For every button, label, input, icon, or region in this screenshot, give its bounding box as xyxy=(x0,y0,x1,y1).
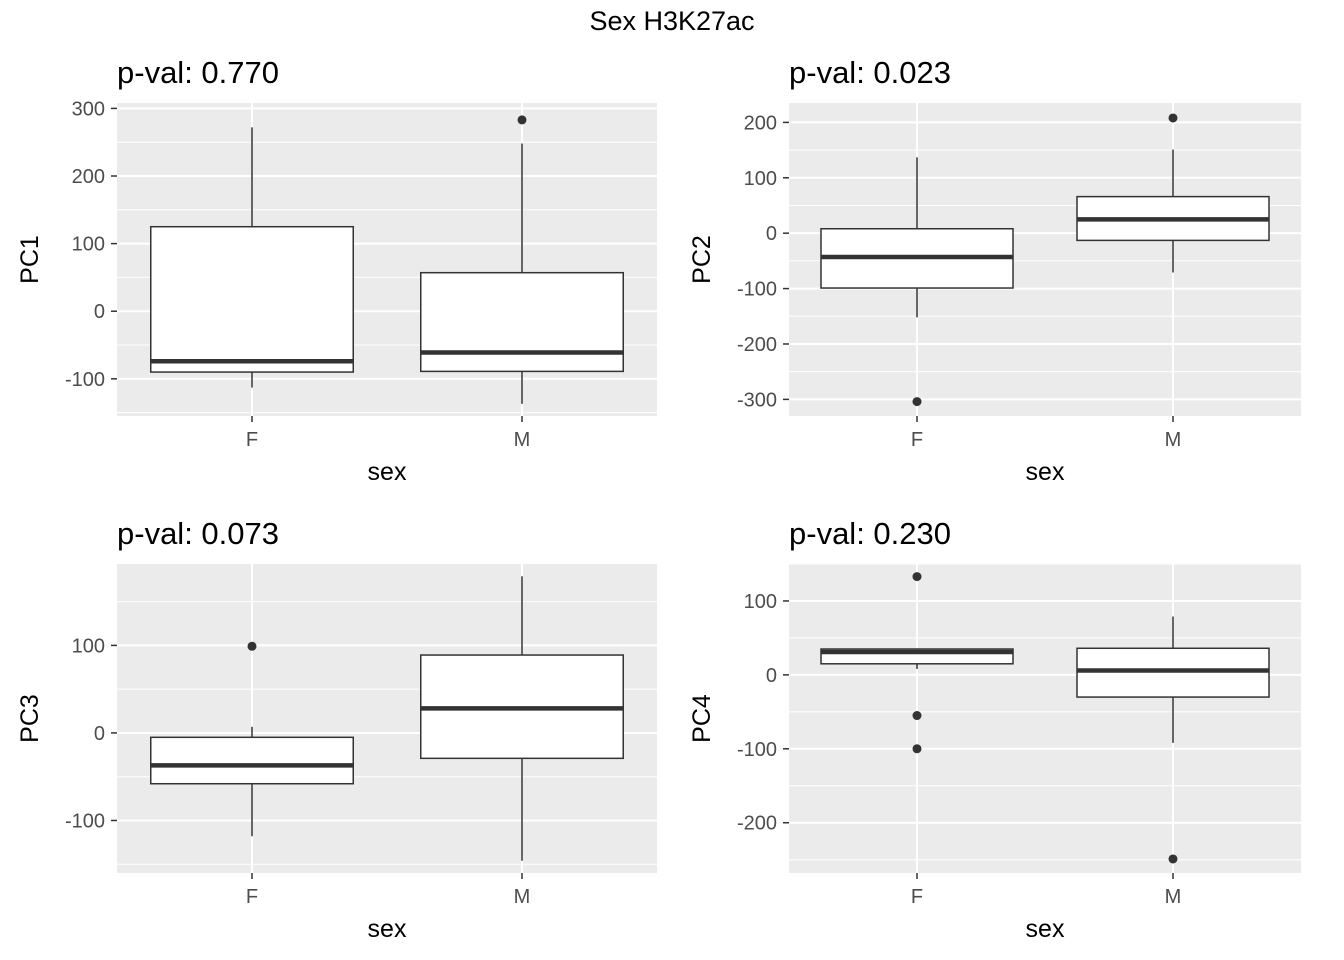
box-f xyxy=(150,641,354,837)
x-tick-label: M xyxy=(514,886,531,908)
x-axis-title: sex xyxy=(368,915,407,943)
y-tick-label: 0 xyxy=(766,665,777,687)
box-m xyxy=(420,576,624,861)
panel-title: p-val: 0.770 xyxy=(117,55,279,90)
box-iqr xyxy=(150,225,354,373)
y-tick-label: 0 xyxy=(94,301,105,323)
box-f xyxy=(820,572,1014,754)
figure-title: Sex H3K27ac xyxy=(589,6,755,36)
box-m xyxy=(420,115,624,404)
outlier-point xyxy=(912,572,922,582)
box-m xyxy=(1076,616,1270,864)
y-axis-title: PC4 xyxy=(688,694,716,743)
box-m xyxy=(1076,113,1270,273)
panel-background xyxy=(789,564,1301,873)
panel-title: p-val: 0.230 xyxy=(789,516,951,551)
panel-pc3: 100 0 -100 F Mp-val: 0.073 sex PC3 xyxy=(16,516,657,943)
box-f xyxy=(820,157,1014,407)
y-tick-label: 200 xyxy=(72,166,105,188)
y-tick-label: 0 xyxy=(94,723,105,745)
panel-pc4: 100 0 -100 -200 F Mp-val: 0.230 sex PC4 xyxy=(688,516,1301,943)
panel-pc1: 300 200 100 0 -100 F Mp-val: 0.770 sex PC1 xyxy=(16,55,657,486)
y-tick-label: 100 xyxy=(744,168,777,190)
y-tick-label: 0 xyxy=(766,223,777,245)
outlier-point xyxy=(912,397,922,407)
x-tick-label: F xyxy=(246,886,258,908)
outlier-point xyxy=(1168,113,1178,123)
x-tick-label: F xyxy=(911,886,923,908)
outlier-point xyxy=(912,744,922,754)
y-tick-label: 100 xyxy=(744,591,777,613)
y-tick-label: -200 xyxy=(737,813,777,835)
box-f xyxy=(150,127,354,388)
x-axis-title: sex xyxy=(1026,458,1065,486)
outlier-point xyxy=(1168,854,1178,864)
x-tick-label: M xyxy=(514,429,531,451)
y-axis-title: PC1 xyxy=(16,235,44,284)
panel-pc2: 200 100 0 -100 -200 -300 F Mp-val: 0.023 sex PC2 xyxy=(688,55,1301,486)
y-tick-label: 100 xyxy=(72,234,105,256)
x-axis-title: sex xyxy=(368,458,407,486)
y-tick-label: -300 xyxy=(737,389,777,411)
x-tick-label: F xyxy=(246,429,258,451)
outlier-point xyxy=(912,711,922,721)
y-tick-label: -100 xyxy=(737,279,777,301)
y-tick-label: -100 xyxy=(65,810,105,832)
y-tick-label: 300 xyxy=(72,98,105,120)
y-tick-label: -100 xyxy=(737,739,777,761)
y-axis-title: PC3 xyxy=(16,694,44,743)
x-tick-label: M xyxy=(1165,886,1182,908)
panel-title: p-val: 0.023 xyxy=(789,55,951,90)
box-iqr xyxy=(150,736,354,785)
y-tick-label: 100 xyxy=(72,635,105,657)
y-tick-label: -200 xyxy=(737,334,777,356)
x-axis-title: sex xyxy=(1026,915,1065,943)
x-tick-label: M xyxy=(1165,429,1182,451)
y-axis-title: PC2 xyxy=(688,235,716,284)
y-tick-label: 200 xyxy=(744,112,777,134)
outlier-point xyxy=(517,115,527,125)
box-iqr xyxy=(420,271,624,373)
panel-title: p-val: 0.073 xyxy=(117,516,279,551)
x-tick-label: F xyxy=(911,429,923,451)
outlier-point xyxy=(247,641,257,651)
y-tick-label: -100 xyxy=(65,369,105,391)
